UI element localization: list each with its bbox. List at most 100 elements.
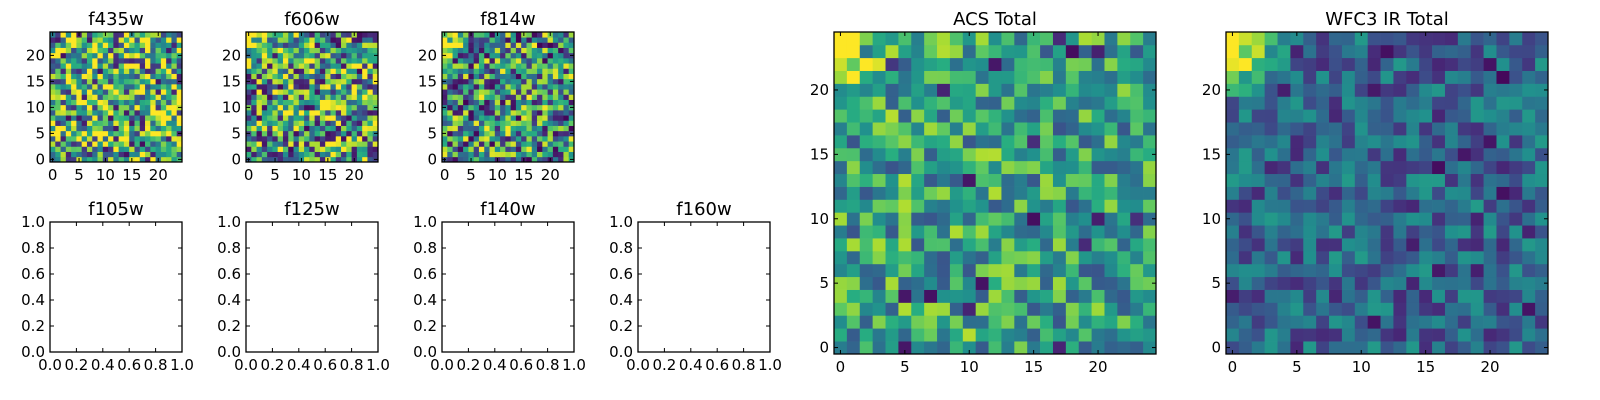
wfc3-ir-total-cell xyxy=(1316,238,1330,252)
acs-total-cell xyxy=(1027,250,1041,265)
f814w-cell xyxy=(510,120,517,126)
acs-total-cell xyxy=(924,212,938,226)
f435w-cell xyxy=(108,63,114,69)
f606w-cell xyxy=(319,47,326,54)
f814w-cell xyxy=(552,141,559,147)
f814w-cell xyxy=(563,52,570,59)
acs-total-cell xyxy=(924,109,938,123)
f606w-cell xyxy=(362,68,368,74)
f435w-cell xyxy=(50,89,56,95)
f606w-cell xyxy=(309,68,315,74)
f814w-cell xyxy=(531,84,538,90)
acs-total-cell xyxy=(1104,302,1118,316)
acs-total-cell xyxy=(1104,276,1118,290)
wfc3-ir-total-cell xyxy=(1393,122,1407,136)
f606w-cell xyxy=(304,84,310,90)
acs-total-cell xyxy=(1078,341,1092,355)
acs-total-cell xyxy=(988,302,1002,316)
wfc3-ir-total-cell xyxy=(1367,96,1381,110)
f435w-cell xyxy=(145,99,151,106)
acs-total-cell xyxy=(1143,238,1157,252)
wfc3-ir-total-cell xyxy=(1264,32,1278,46)
acs-total-ytick-label: 20 xyxy=(810,81,829,99)
f606w-cell xyxy=(372,63,379,69)
f435w-cell xyxy=(65,130,72,137)
f606w-cell xyxy=(314,32,321,38)
acs-total-cell xyxy=(872,173,886,187)
f435w-cell xyxy=(81,94,88,100)
f435w-cell xyxy=(71,146,77,152)
f814w-cell xyxy=(537,104,543,111)
f606w-cell xyxy=(314,52,321,59)
wfc3-ir-total-cell xyxy=(1496,341,1510,355)
acs-total-cell xyxy=(834,32,848,46)
f814w-cell xyxy=(468,42,475,48)
f814w-cell xyxy=(500,125,506,132)
wfc3-ir-total-cell xyxy=(1406,96,1420,110)
f606w-cell xyxy=(256,120,263,126)
acs-total-cell xyxy=(1104,135,1118,149)
f435w-cell xyxy=(160,136,167,142)
acs-total-cell xyxy=(949,328,964,342)
f435w-cell xyxy=(92,68,98,74)
wfc3-ir-total-cell xyxy=(1380,276,1394,290)
f435w-cell xyxy=(102,78,109,85)
f606w-cell xyxy=(319,110,326,116)
f105w-ytick-label: 0.6 xyxy=(21,265,45,283)
wfc3-ir-total-cell xyxy=(1341,32,1356,46)
f140w-ytick-label: 0.6 xyxy=(413,265,437,283)
f435w-cell xyxy=(129,52,135,59)
f435w-cell xyxy=(55,120,61,126)
f435w-cell xyxy=(92,73,98,80)
wfc3-ir-total-cell xyxy=(1329,83,1343,97)
f435w-cell xyxy=(139,89,146,95)
f435w-cell xyxy=(108,89,114,95)
acs-total-cell xyxy=(1078,276,1092,290)
wfc3-ir-total-cell xyxy=(1238,328,1253,342)
wfc3-ir-total-cell xyxy=(1341,289,1356,303)
f814w-cell xyxy=(463,94,469,100)
f814w-cell xyxy=(442,89,448,95)
wfc3-ir-total-cell xyxy=(1470,160,1484,175)
f435w-cell xyxy=(55,136,61,142)
f606w-cell xyxy=(277,99,284,106)
acs-total-cell xyxy=(846,199,861,213)
acs-total-cell xyxy=(924,186,938,200)
f814w-cell xyxy=(494,63,501,69)
f814w-cell xyxy=(552,52,559,59)
f435w-cell xyxy=(86,125,93,132)
f814w-cell xyxy=(547,99,554,106)
acs-total-cell xyxy=(949,212,964,226)
acs-total-cell xyxy=(1130,328,1144,342)
wfc3-ir-total-cell xyxy=(1226,341,1240,355)
f435w-cell xyxy=(171,141,178,147)
f435w-cell xyxy=(176,84,183,90)
acs-total-cell xyxy=(1078,289,1092,303)
acs-total-cell xyxy=(834,341,848,355)
f606w-cell xyxy=(256,115,263,121)
wfc3-ir-total-cell xyxy=(1251,276,1265,290)
acs-total-xtick-label: 5 xyxy=(900,358,910,376)
acs-total-cell xyxy=(988,96,1002,110)
f435w-cell xyxy=(60,58,67,64)
f606w-cell xyxy=(319,125,326,132)
f606w-cell xyxy=(293,47,300,54)
f814w-cell xyxy=(489,42,496,48)
wfc3-ir-total-cell xyxy=(1483,109,1497,123)
f435w-cell xyxy=(55,63,61,69)
f814w-cell xyxy=(558,58,564,64)
wfc3-ir-total-cell xyxy=(1444,315,1459,329)
f814w-cell xyxy=(442,110,448,116)
f814w-cell xyxy=(489,151,496,158)
wfc3-ir-total-cell xyxy=(1393,160,1407,175)
f814w-cell xyxy=(457,99,464,106)
f435w-cell xyxy=(160,89,167,95)
f606w-cell xyxy=(319,37,326,43)
f606w-cell xyxy=(251,94,257,100)
acs-total-cell xyxy=(1117,315,1131,329)
f606w-cell xyxy=(277,32,284,38)
f814w-cell xyxy=(542,156,548,163)
f606w-cell xyxy=(372,47,379,54)
f606w-cell xyxy=(319,58,326,64)
acs-total-cell xyxy=(1117,186,1131,200)
